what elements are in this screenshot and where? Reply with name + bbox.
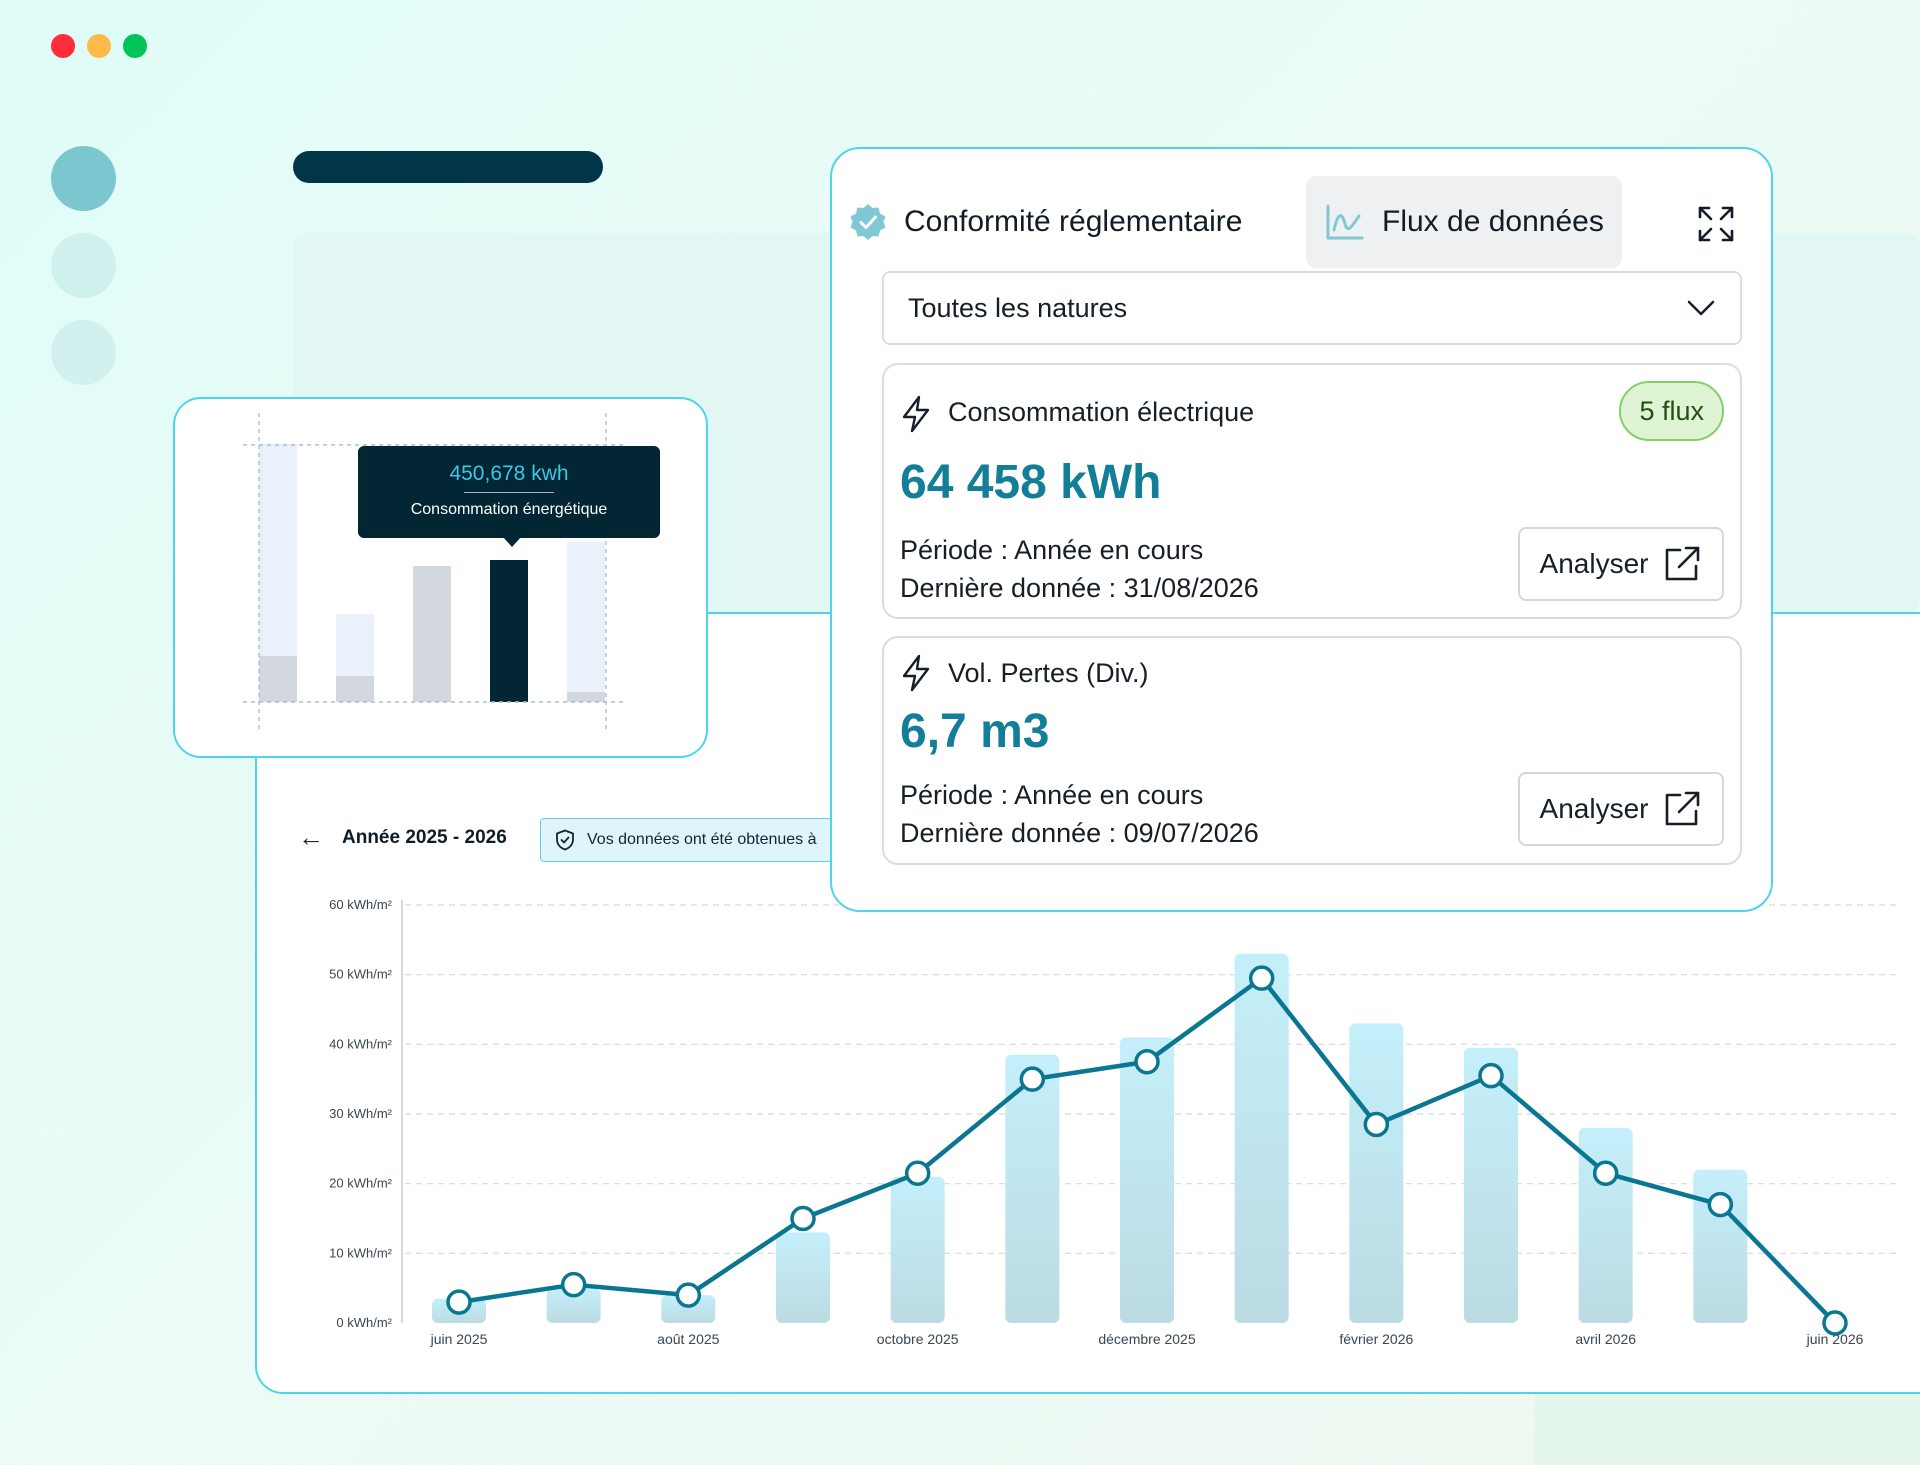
chart-point — [1822, 1310, 1848, 1336]
chevron-down-icon — [1687, 300, 1715, 316]
consumption-chart: 0 kWh/m² 10 kWh/m² 20 kWh/m² 30 kWh/m² 40 kW… — [329, 897, 1900, 1347]
window-close-button[interactable] — [51, 34, 75, 58]
lightning-icon — [902, 395, 930, 433]
chart-bar — [1120, 1037, 1174, 1323]
analyse-button-label: Analyser — [1539, 793, 1649, 824]
chart-bar — [1005, 1054, 1060, 1323]
window-minimize-button[interactable] — [87, 34, 111, 58]
expand-icon[interactable] — [1697, 205, 1735, 243]
external-link-icon — [1666, 546, 1700, 581]
analyse-button[interactable]: Analyser — [1518, 772, 1724, 846]
back-arrow-icon[interactable]: ← — [298, 822, 324, 852]
x-tick-label: décembre 2025 — [1098, 1331, 1196, 1347]
x-tick-label: août 2025 — [657, 1331, 719, 1347]
x-tick-label: juin 2025 — [430, 1331, 488, 1347]
tab-data-flows-label: Flux de données — [1382, 205, 1604, 238]
chart-point — [1134, 1049, 1160, 1075]
flow-card-period: Période : Année en cours — [900, 780, 1204, 810]
flow-card-value: 6,7 m3 — [900, 705, 1050, 758]
sidebar-item-1[interactable] — [51, 146, 116, 211]
flow-card-last-data: Dernière donnée : 09/07/2026 — [900, 818, 1259, 848]
flow-card-title: Consommation électrique — [948, 397, 1255, 427]
mini-bar-chart — [243, 413, 623, 733]
y-tick-label: 0 kWh/m² — [336, 1315, 392, 1330]
data-source-badge: Vos données ont été obtenues à — [540, 818, 840, 862]
mini-bar — [259, 656, 297, 702]
flow-count-badge: 5 flux — [1619, 381, 1724, 441]
flow-card-losses: Vol. Pertes (Div.) 6,7 m3 Période : Anné… — [882, 636, 1742, 865]
y-tick-label: 50 kWh/m² — [329, 967, 393, 982]
tab-data-flows[interactable]: Flux de données — [1306, 176, 1622, 268]
chart-point — [446, 1289, 472, 1315]
lightning-icon — [902, 654, 930, 692]
chart-bar — [1464, 1047, 1518, 1323]
background-decoration — [1535, 1395, 1920, 1465]
verified-badge-icon — [850, 204, 886, 240]
chart-point — [904, 1160, 931, 1186]
tab-compliance-label: Conformité réglementaire — [904, 205, 1243, 238]
chart-bar — [661, 1295, 716, 1323]
nature-select-value: Toutes les natures — [908, 292, 1128, 323]
y-tick-label: 30 kWh/m² — [329, 1106, 393, 1121]
flow-card-electricity: Consommation électrique 5 flux 64 458 kW… — [882, 363, 1742, 619]
chart-point — [675, 1282, 702, 1308]
chart-point — [1478, 1062, 1504, 1089]
mini-bar — [567, 692, 605, 702]
x-tick-label: avril 2026 — [1575, 1331, 1636, 1347]
sidebar-item-2[interactable] — [51, 233, 116, 298]
flow-card-meta: Période : Année en cours Dernière donnée… — [900, 776, 1259, 852]
flow-card-last-data: Dernière donnée : 31/08/2026 — [900, 573, 1259, 603]
x-tick-label: février 2026 — [1339, 1331, 1413, 1347]
flow-card-value: 64 458 kWh — [900, 456, 1162, 509]
flow-card-title: Vol. Pertes (Div.) — [948, 658, 1149, 688]
y-tick-label: 40 kWh/m² — [329, 1036, 393, 1051]
mini-bar — [490, 560, 528, 702]
year-navigation: ← Année 2025 - 2026 — [296, 822, 507, 853]
chart-point — [790, 1205, 816, 1232]
x-tick-label: juin 2026 — [1806, 1331, 1864, 1347]
chart-point — [1592, 1160, 1619, 1186]
analyse-button[interactable]: Analyser — [1518, 527, 1724, 601]
data-source-text: Vos données ont été obtenues à — [587, 831, 817, 848]
analyse-button-label: Analyser — [1539, 548, 1649, 579]
tab-compliance[interactable]: Conformité réglementaire — [848, 176, 1242, 268]
flow-card-meta: Période : Année en cours Dernière donnée… — [900, 531, 1259, 607]
page-title-placeholder — [293, 151, 603, 183]
external-link-icon — [1666, 791, 1700, 826]
shield-check-icon — [556, 829, 574, 851]
mini-bar — [336, 676, 374, 702]
chart-bar — [1349, 1023, 1404, 1323]
chart-point — [560, 1271, 587, 1298]
chart-point — [1363, 1111, 1390, 1138]
chart-bar — [546, 1288, 601, 1323]
tooltip-caret — [503, 537, 521, 547]
flow-card-period: Période : Année en cours — [900, 535, 1204, 565]
tooltip-label: Consommation énergétique — [410, 501, 608, 518]
tooltip-divider — [464, 492, 554, 493]
mini-bar-background — [567, 542, 605, 702]
nature-select[interactable]: Toutes les natures — [882, 271, 1742, 345]
y-tick-label: 60 kWh/m² — [329, 897, 393, 912]
chart-point — [1248, 965, 1275, 991]
mini-bar — [413, 566, 451, 702]
chart-line-icon — [1326, 204, 1364, 240]
x-tick-label: octobre 2025 — [877, 1331, 959, 1347]
chart-tooltip: 450,678 kwh Consommation énergétique — [358, 446, 660, 547]
y-tick-label: 10 kWh/m² — [329, 1245, 393, 1260]
chart-point — [1019, 1066, 1046, 1092]
chart-bar — [1234, 953, 1289, 1323]
chart-bar — [1693, 1169, 1748, 1323]
tooltip-value: 450,678 kwh — [449, 462, 569, 485]
chart-bar — [890, 1176, 945, 1323]
chart-point — [1707, 1191, 1734, 1218]
y-tick-label: 20 kWh/m² — [329, 1176, 393, 1191]
window-maximize-button[interactable] — [123, 34, 147, 58]
year-label: Année 2025 - 2026 — [342, 826, 507, 848]
sidebar-item-3[interactable] — [51, 320, 116, 385]
chart-bar — [776, 1232, 830, 1323]
